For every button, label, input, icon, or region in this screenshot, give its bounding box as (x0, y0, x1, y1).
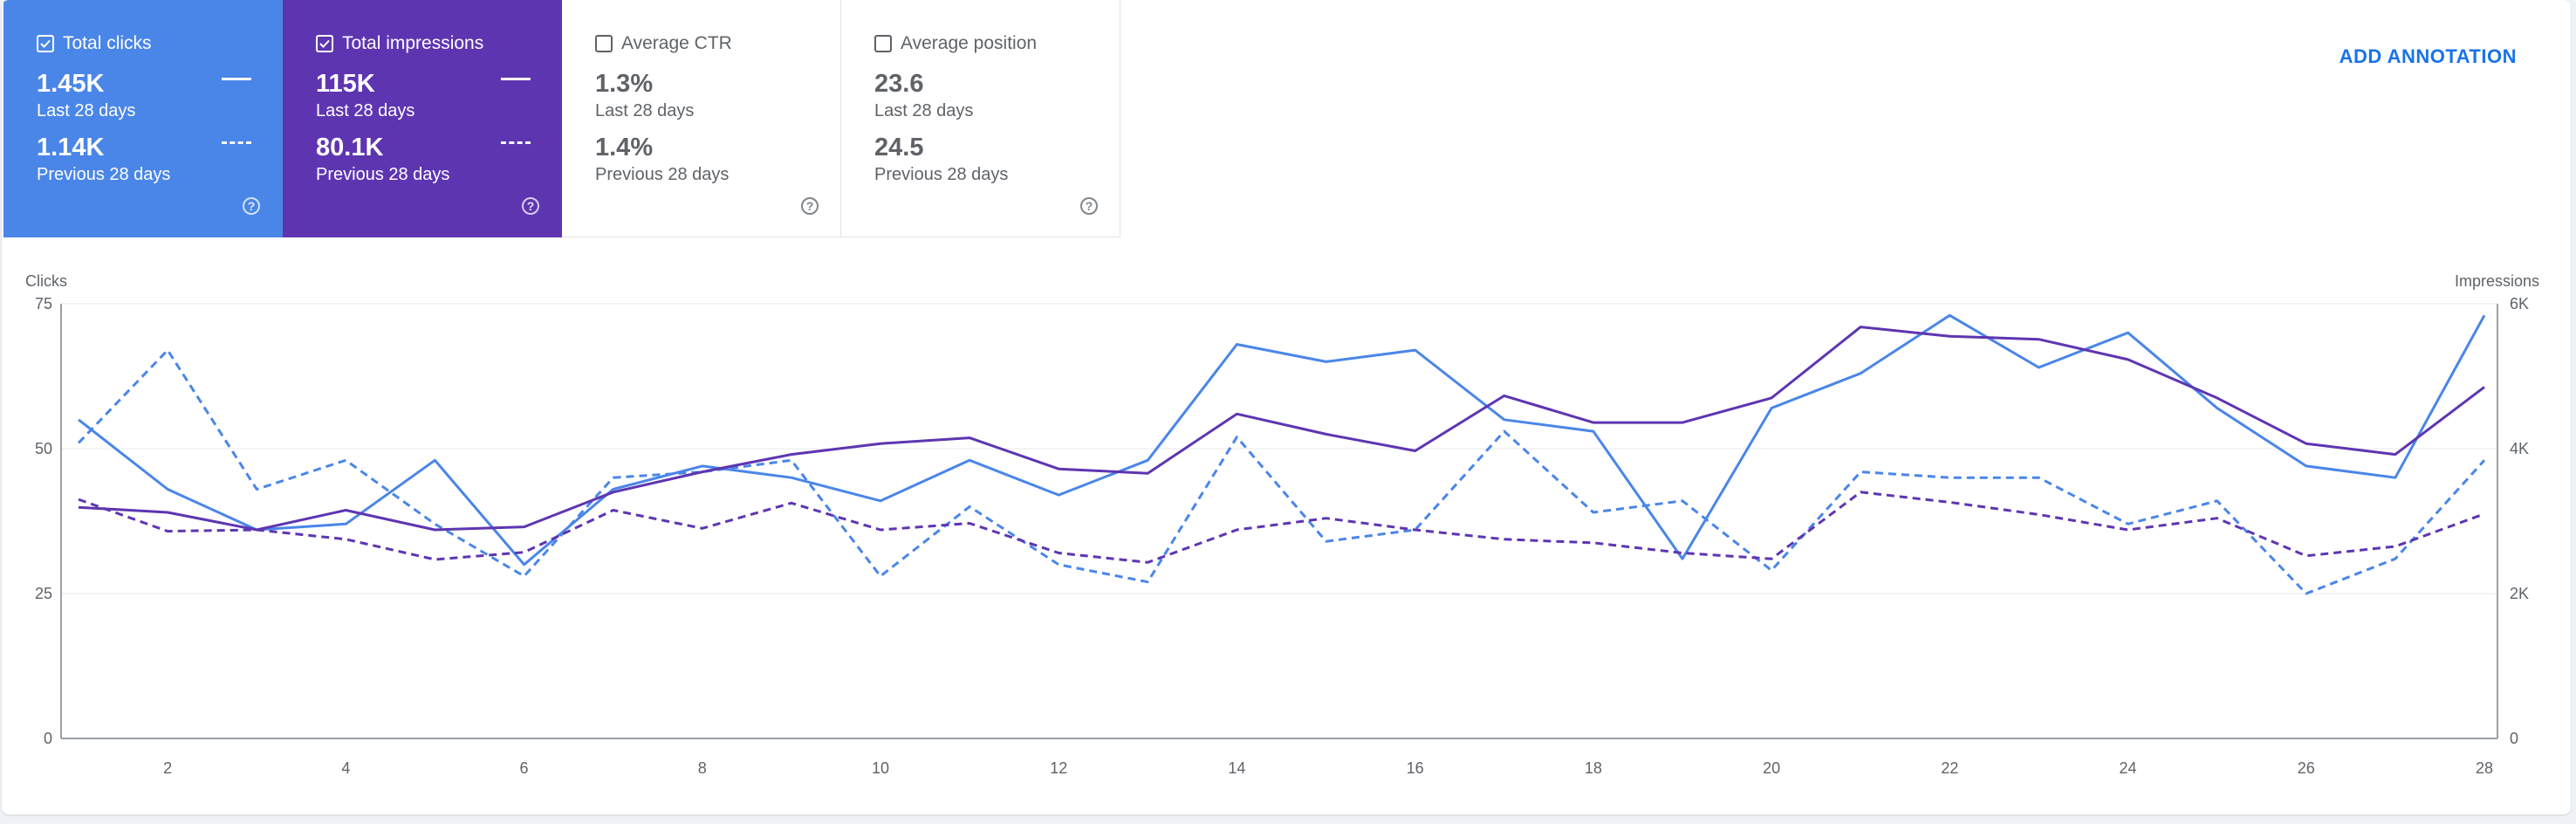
y-right-tick-label: 2K (2510, 585, 2529, 602)
dashed-line-legend-icon (222, 141, 251, 144)
x-tick-label: 16 (1407, 759, 1424, 777)
solid-line-legend-icon (501, 78, 531, 80)
x-tick-label: 20 (1763, 759, 1780, 777)
metric-card-average-ctr[interactable]: Average CTR 1.3% Last 28 days 1.4% Previ… (562, 0, 841, 237)
metric-card-average-position[interactable]: Average position 23.6 Last 28 days 24.5 … (841, 0, 1120, 237)
metric-value: 1.45K (37, 70, 105, 98)
x-tick-label: 14 (1228, 759, 1245, 777)
metric-period: Last 28 days (874, 101, 974, 120)
metric-name: Total impressions (342, 33, 484, 53)
x-tick-label: 26 (2298, 759, 2315, 777)
metric-period: Last 28 days (37, 101, 136, 120)
metric-header: Average CTR (595, 33, 732, 54)
help-icon[interactable]: ? (522, 197, 539, 215)
metric-value: 115K (316, 70, 375, 98)
checkbox-unchecked-icon[interactable] (595, 35, 613, 52)
metric-period: Last 28 days (595, 101, 695, 120)
series-line-impressions-current (78, 326, 2485, 532)
y-right-tick-label: 0 (2510, 730, 2518, 747)
x-tick-label: 28 (2476, 759, 2493, 777)
dashed-line-legend-icon (501, 141, 531, 144)
help-icon[interactable]: ? (243, 197, 260, 215)
x-tick-label: 24 (2120, 759, 2137, 777)
y-left-tick-label: 50 (35, 440, 52, 457)
metric-previous-value: 24.5 (874, 134, 924, 161)
y-axis-left-title: Clicks (25, 272, 67, 290)
metric-name: Total clicks (63, 33, 152, 53)
x-tick-label: 8 (698, 759, 707, 777)
checkbox-checked-icon[interactable] (316, 35, 333, 52)
chart-series (77, 313, 2486, 595)
metric-previous-value: 1.4% (595, 134, 654, 161)
x-tick-label: 4 (341, 759, 350, 777)
series-line-impressions-previous (78, 491, 2485, 564)
metric-name: Average position (901, 33, 1038, 53)
metric-header: Total clicks (37, 33, 152, 54)
y-axis-right-title: Impressions (2455, 272, 2539, 290)
metric-previous-period: Previous 28 days (316, 165, 450, 184)
metric-value: 1.3% (595, 70, 654, 98)
metric-header: Total impressions (316, 33, 483, 54)
y-left-tick-label: 75 (35, 295, 52, 312)
x-tick-label: 2 (163, 759, 172, 777)
help-icon[interactable]: ? (801, 197, 819, 215)
help-icon[interactable]: ? (1080, 197, 1098, 215)
y-left-tick-label: 0 (44, 730, 52, 747)
metric-value: 23.6 (874, 70, 924, 98)
metric-card-total-impressions[interactable]: Total impressions 115K Last 28 days 80.1… (283, 0, 562, 237)
series-line-clicks-previous (77, 348, 2486, 595)
checkbox-unchecked-icon[interactable] (874, 35, 892, 52)
chart-grid (60, 303, 2498, 739)
solid-line-legend-icon (222, 78, 251, 80)
metric-name: Average CTR (621, 33, 732, 53)
x-tick-label: 10 (872, 759, 889, 777)
metric-cards: Total clicks 1.45K Last 28 days 1.14K Pr… (3, 0, 1120, 237)
x-tick-label: 22 (1941, 759, 1958, 777)
metric-previous-period: Previous 28 days (37, 165, 171, 184)
y-right-tick-label: 4K (2510, 440, 2529, 457)
metric-period: Last 28 days (316, 101, 415, 120)
checkbox-checked-icon[interactable] (37, 35, 54, 52)
metric-card-total-clicks[interactable]: Total clicks 1.45K Last 28 days 1.14K Pr… (3, 0, 283, 237)
x-tick-label: 12 (1050, 759, 1067, 777)
metric-previous-period: Previous 28 days (874, 165, 1009, 184)
x-tick-label: 6 (520, 759, 529, 777)
x-tick-label: 18 (1585, 759, 1602, 777)
add-annotation-button[interactable]: ADD ANNOTATION (2339, 45, 2517, 67)
metric-header: Average position (874, 33, 1037, 54)
metric-previous-value: 80.1K (316, 134, 384, 161)
y-left-tick-label: 25 (35, 585, 52, 602)
y-right-tick-label: 6K (2510, 295, 2529, 312)
metric-previous-period: Previous 28 days (595, 165, 730, 184)
metric-previous-value: 1.14K (37, 134, 105, 161)
